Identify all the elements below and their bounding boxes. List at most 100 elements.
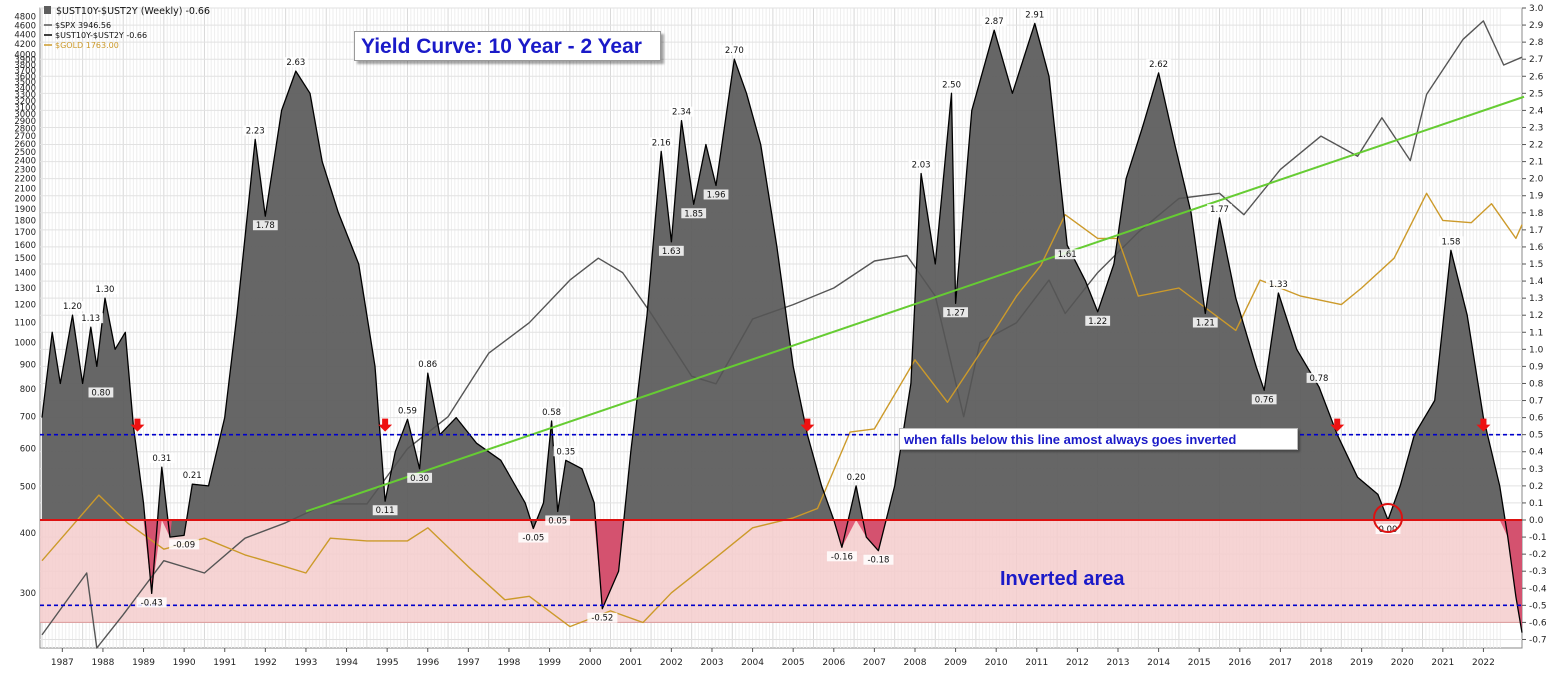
right-tick-label: 0.2: [1529, 482, 1543, 492]
peak-label-bg: [1054, 249, 1080, 260]
peak-label-bg: [681, 208, 707, 219]
peak-label: 0.11: [376, 506, 395, 516]
inverted-spike-2: [592, 520, 623, 609]
spread-line: [41, 22, 1523, 633]
right-tick-label: 1.2: [1529, 311, 1543, 321]
left-tick-label: 900: [20, 360, 36, 370]
left-tick-label: 1600: [14, 241, 36, 251]
left-tick-label: 1100: [14, 319, 36, 329]
peak-label-bg: [648, 137, 674, 148]
x-tick-label: 1989: [132, 658, 155, 668]
peak-label: 0.21: [183, 471, 202, 481]
right-tick-label: 2.0: [1529, 175, 1544, 185]
legend-spx: $SPX 3946.56: [55, 21, 111, 30]
peak-label: 1.61: [1058, 250, 1077, 260]
trend-line: [305, 95, 1525, 513]
right-tick-label: 0.3: [1529, 465, 1543, 475]
left-tick-label: 1500: [14, 254, 36, 264]
x-tick-label: 2004: [741, 658, 764, 668]
peak-label-bg: [1192, 317, 1218, 328]
left-tick-label: 400: [20, 529, 36, 539]
peak-label: 0.20: [847, 473, 866, 483]
peak-label: 1.21: [1196, 318, 1215, 328]
left-tick-label: 2000: [14, 194, 36, 204]
peak-label: 1.78: [256, 221, 275, 231]
right-tick-label: 1.4: [1529, 277, 1544, 287]
peak-label-bg: [1265, 279, 1291, 290]
x-tick-label: 1996: [416, 658, 439, 668]
left-tick-label: 1400: [14, 269, 36, 279]
x-tick-label: 2005: [782, 658, 805, 668]
left-tick-label: 2100: [14, 184, 36, 194]
left-tick-label: 4600: [14, 21, 36, 31]
peak-label: 2.63: [286, 58, 305, 68]
peak-label-bg: [1251, 394, 1277, 405]
peak-label: -0.05: [522, 534, 544, 544]
x-tick-label: 1999: [538, 658, 561, 668]
peak-label-bg: [1146, 58, 1172, 69]
left-tick-label: 3000: [14, 110, 36, 120]
right-tick-label: 1.5: [1529, 260, 1543, 270]
inverted-spike-4: [1499, 520, 1522, 633]
right-tick-label: -0.4: [1529, 584, 1547, 594]
peak-label-bg: [252, 220, 278, 231]
peak-label: 2.03: [912, 161, 931, 171]
peak-label: 2.16: [652, 138, 671, 148]
peak-label-bg: [179, 470, 205, 481]
peak-label-bg: [545, 515, 571, 526]
zero-circle-marker: [1373, 503, 1404, 533]
peak-label: 1.20: [63, 302, 82, 312]
peak-label-bg: [721, 45, 747, 56]
peak-label: 1.22: [1088, 317, 1107, 327]
left-tick-label: 600: [20, 445, 36, 455]
chart-title: Yield Curve: 10 Year - 2 Year: [354, 31, 661, 61]
right-tick-label: 0.9: [1529, 362, 1544, 372]
warning-arrow: [1330, 418, 1345, 432]
peak-label: 1.96: [707, 190, 726, 200]
x-tick-label: 1990: [173, 658, 196, 668]
x-tick-label: 1994: [335, 658, 358, 668]
peak-label-bg: [943, 307, 968, 318]
x-tick-label: 1993: [294, 658, 317, 668]
peak-label: 0.31: [152, 454, 171, 464]
peak-label-bg: [939, 79, 964, 90]
peak-label-bg: [92, 284, 118, 295]
right-tick-label: 1.6: [1529, 243, 1544, 253]
peak-label-bg: [60, 301, 85, 312]
peak-label: -0.18: [867, 556, 889, 566]
left-tick-label: 1300: [14, 284, 36, 294]
peak-label-bg: [826, 551, 857, 562]
right-tick-label: -0.6: [1529, 618, 1547, 628]
left-tick-label: 1700: [14, 228, 36, 238]
left-tick-label: 2500: [14, 148, 36, 158]
left-tick-label: 4800: [14, 12, 36, 22]
right-tick-label: 2.5: [1529, 89, 1543, 99]
x-tick-label: 2021: [1431, 658, 1454, 668]
peak-label-bg: [283, 57, 309, 68]
x-tick-label: 2012: [1066, 658, 1089, 668]
x-tick-label: 1987: [51, 658, 74, 668]
left-tick-label: 1800: [14, 216, 36, 226]
peak-label-bg: [553, 446, 579, 457]
peak-label: 2.91: [1025, 10, 1044, 20]
inverted-area-label: Inverted area: [1000, 568, 1125, 590]
x-tick-label: 2013: [1107, 658, 1130, 668]
inverted-area-band: [40, 520, 1522, 623]
peak-label: 1.58: [1441, 237, 1460, 247]
peak-label-bg: [669, 106, 694, 117]
x-tick-label: 1991: [213, 658, 236, 668]
right-tick-label: 0.4: [1529, 448, 1544, 458]
peak-label-bg: [242, 125, 268, 136]
peak-label: -0.52: [591, 614, 613, 624]
right-tick-label: -0.1: [1529, 533, 1547, 543]
peak-label: 0.80: [91, 388, 110, 398]
x-tick-label: 2019: [1350, 658, 1373, 668]
right-tick-label: 1.3: [1529, 294, 1543, 304]
peak-label: 1.27: [946, 308, 965, 318]
x-tick-label: 2002: [660, 658, 683, 668]
x-tick-label: 1995: [376, 658, 399, 668]
right-tick-label: 1.7: [1529, 226, 1543, 236]
left-tick-label: 500: [20, 483, 36, 493]
axis-layer: 3.0 2.9 2.8 2.7 2.6 2.5 2.4 2.3 2.2 2.1 2.0 1.9 1.8 1…: [14, 4, 1546, 668]
